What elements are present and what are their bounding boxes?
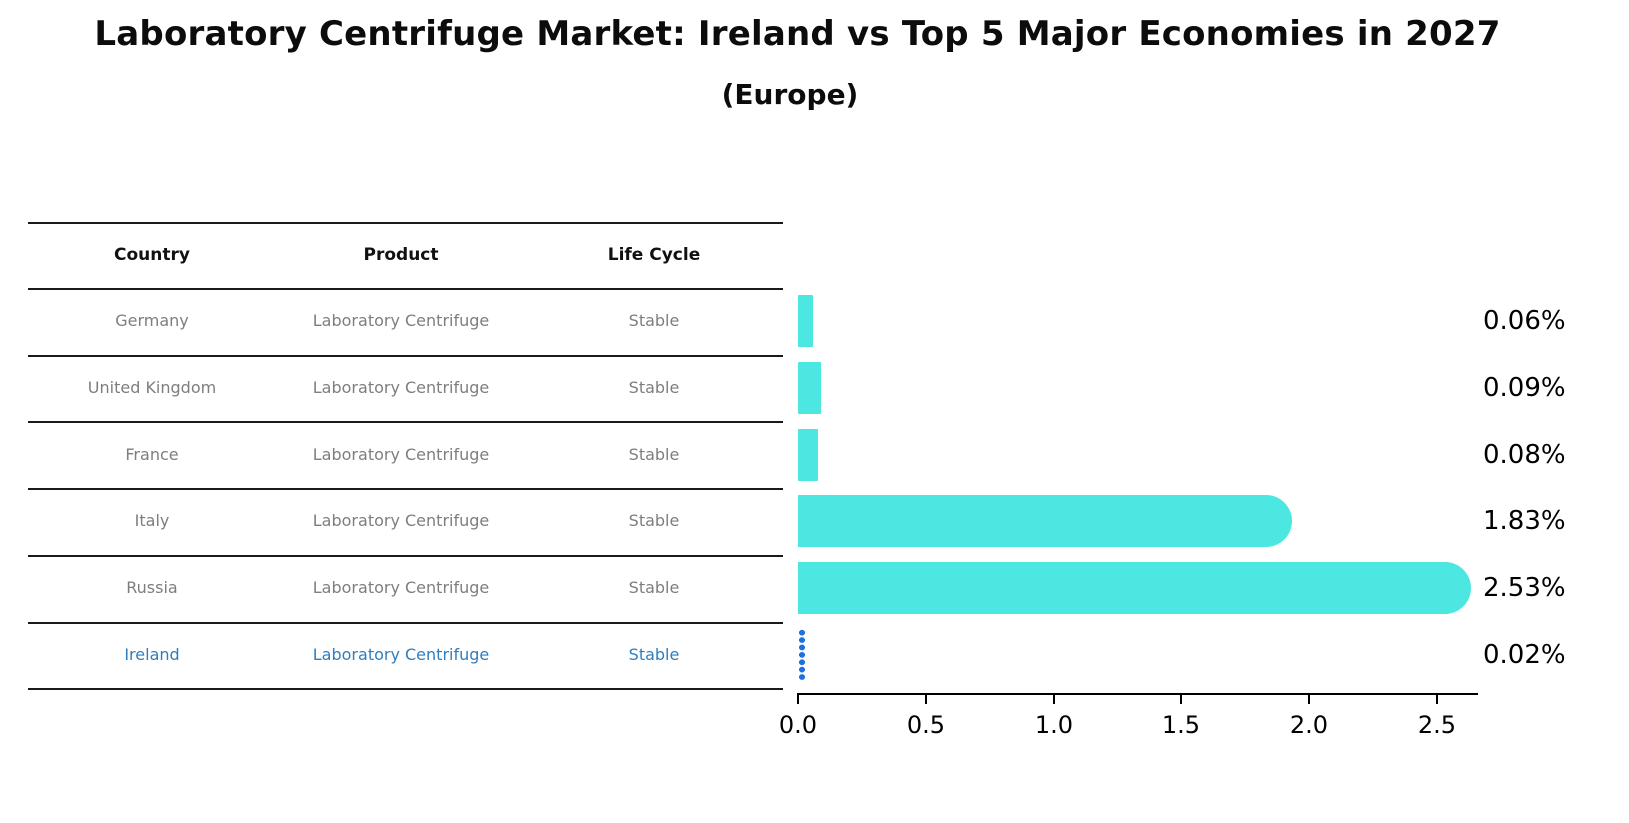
x-tick-label: 2.5: [1417, 711, 1457, 739]
table-cell-country: Ireland: [124, 645, 180, 664]
table-cell-life-cycle: Stable: [628, 311, 680, 330]
x-tick: [925, 695, 927, 704]
table-cell-product: Laboratory Centrifuge: [312, 645, 490, 664]
table-cell-country: United Kingdom: [87, 378, 217, 397]
row-separator: [28, 288, 783, 290]
table-cell-life-cycle: Stable: [628, 511, 680, 530]
bar: [798, 295, 813, 347]
row-separator: [28, 488, 783, 490]
x-tick: [797, 695, 799, 704]
bar: [798, 495, 1292, 547]
table-cell-product: Laboratory Centrifuge: [312, 311, 490, 330]
row-separator: [28, 622, 783, 624]
row-separator: [28, 222, 783, 224]
bar: [798, 429, 818, 481]
table-cell-life-cycle: Stable: [628, 445, 680, 464]
bar-value-label: 0.08%: [1483, 440, 1566, 470]
row-separator: [28, 421, 783, 423]
x-tick-label: 2.0: [1289, 711, 1329, 739]
table-cell-life-cycle: Stable: [628, 378, 680, 397]
table-header-product: Product: [363, 245, 439, 265]
table-cell-country: Germany: [115, 311, 189, 330]
row-separator: [28, 355, 783, 357]
row-separator: [28, 688, 783, 690]
x-tick: [1180, 695, 1182, 704]
x-tick-label: 0.0: [778, 711, 818, 739]
table-header-country: Country: [114, 245, 190, 265]
table-cell-country: Russia: [126, 578, 178, 597]
x-tick: [1053, 695, 1055, 704]
bar-value-label: 0.09%: [1483, 373, 1566, 403]
x-axis-line: [797, 693, 1478, 695]
chart-title: Laboratory Centrifuge Market: Ireland vs…: [94, 14, 1501, 54]
x-tick-label: 1.5: [1161, 711, 1201, 739]
bar-highlighted: [798, 629, 806, 681]
table-cell-product: Laboratory Centrifuge: [312, 378, 490, 397]
x-tick: [1436, 695, 1438, 704]
bar-value-label: 1.83%: [1483, 506, 1566, 536]
chart-subtitle: (Europe): [721, 78, 859, 111]
table-cell-life-cycle: Stable: [628, 578, 680, 597]
bar: [798, 362, 821, 414]
bar-value-label: 0.02%: [1483, 640, 1566, 670]
bar-value-label: 2.53%: [1483, 573, 1566, 603]
table-cell-life-cycle: Stable: [628, 645, 680, 664]
bar: [798, 562, 1471, 614]
row-separator: [28, 555, 783, 557]
table-cell-country: France: [125, 445, 179, 464]
table-cell-country: Italy: [134, 511, 170, 530]
x-tick: [1308, 695, 1310, 704]
table-cell-product: Laboratory Centrifuge: [312, 511, 490, 530]
x-tick-label: 1.0: [1034, 711, 1074, 739]
table-header-life-cycle: Life Cycle: [607, 245, 701, 265]
bar-value-label: 0.06%: [1483, 306, 1566, 336]
table-cell-product: Laboratory Centrifuge: [312, 578, 490, 597]
x-tick-label: 0.5: [906, 711, 946, 739]
table-cell-product: Laboratory Centrifuge: [312, 445, 490, 464]
